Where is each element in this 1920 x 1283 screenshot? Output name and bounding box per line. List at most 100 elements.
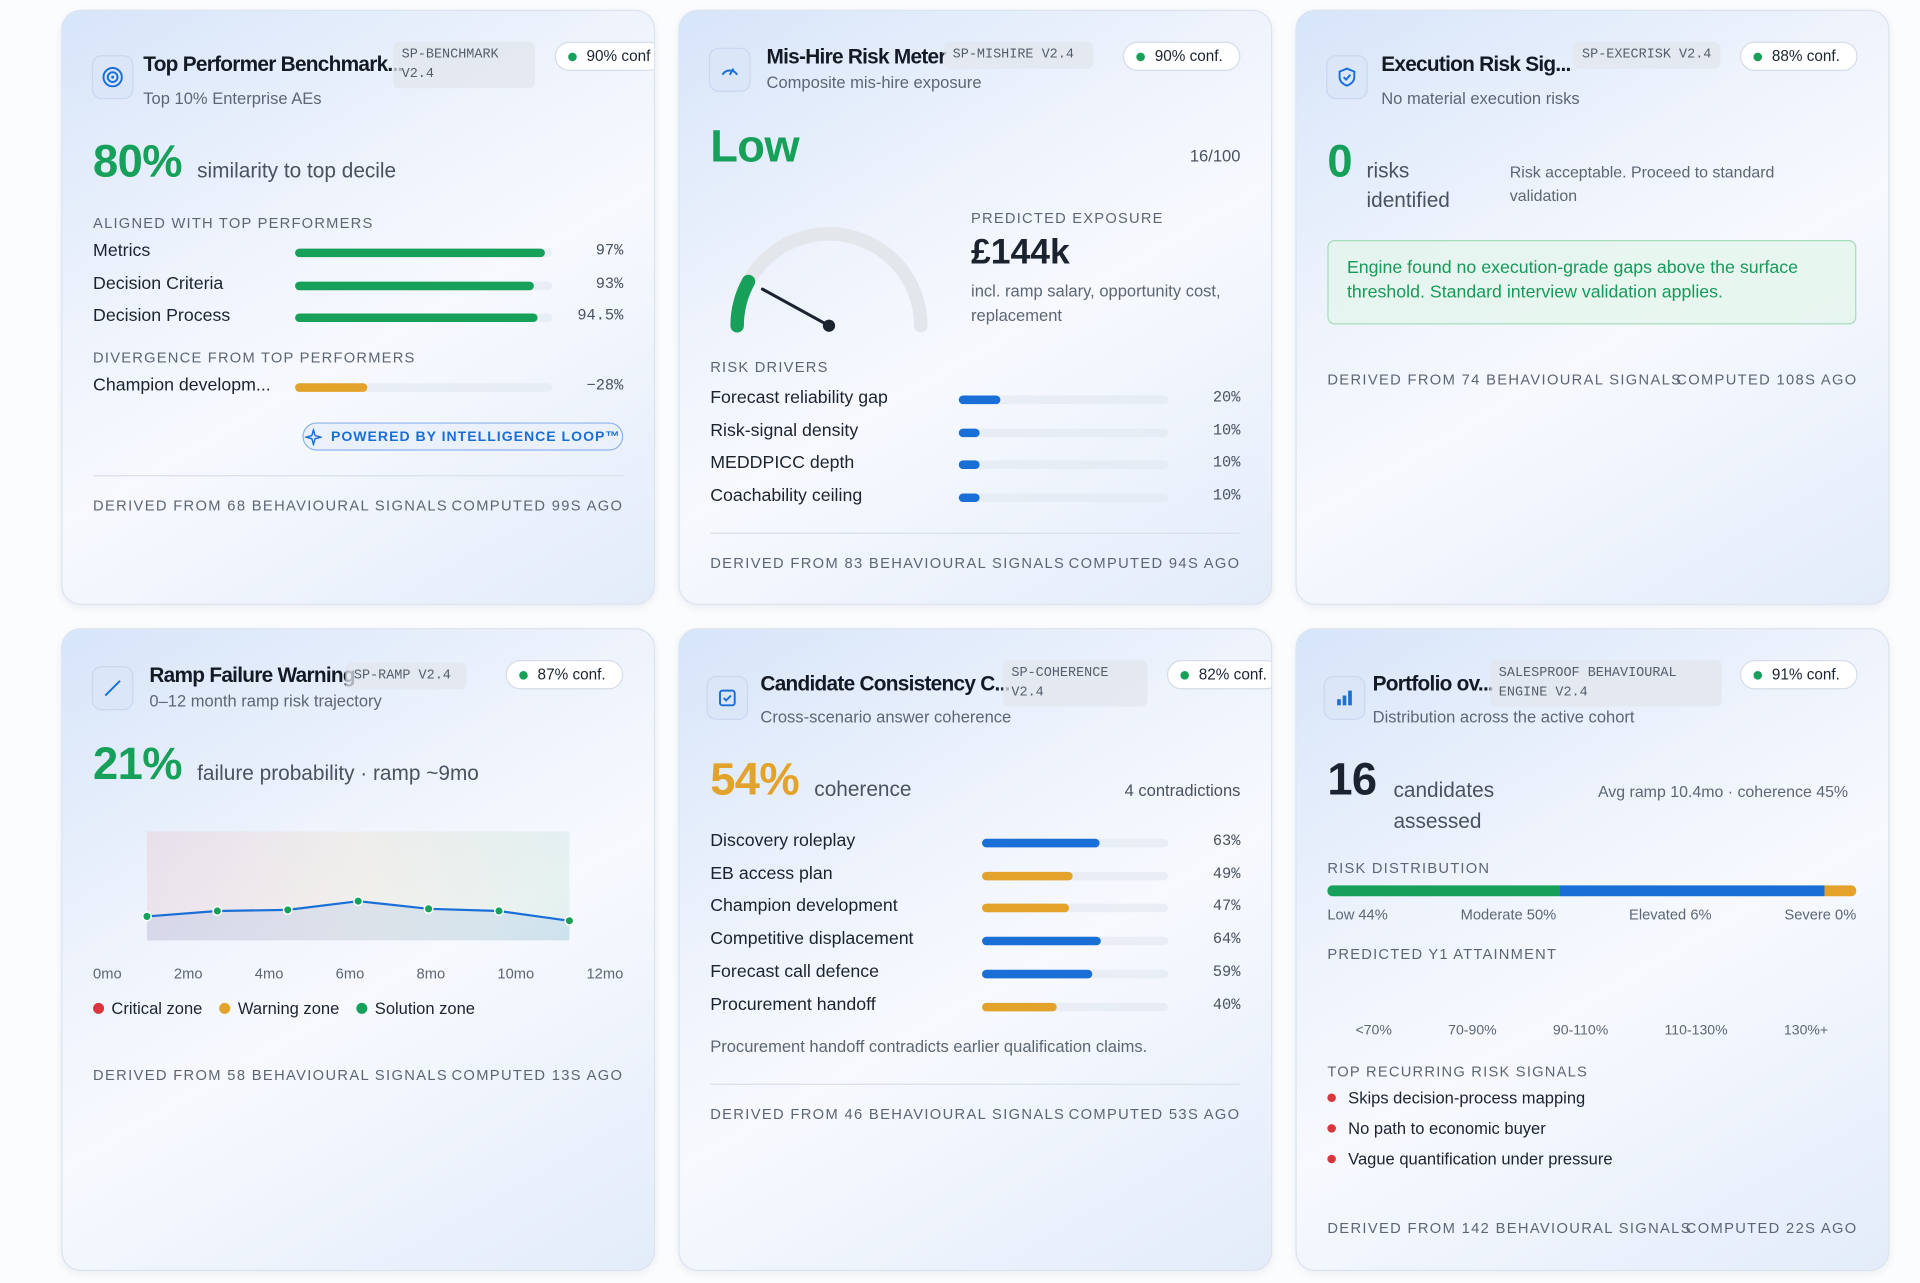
headline-value: 0 [1327,135,1352,187]
card-icon [706,675,749,721]
legend: Critical zone Warning zone Solution zone [93,999,475,1018]
attainment-label: 110-130% [1664,1023,1728,1039]
section-heading: RISK DISTRIBUTION [1327,859,1491,877]
footer-computed: COMPUTED 22S AGO [1685,1219,1858,1237]
bar [958,428,980,437]
bar [982,871,1074,881]
signal-item: No path to economic buyer [1327,1113,1612,1144]
signal-text: No path to economic buyer [1348,1119,1546,1138]
row-label: Champion developm... [93,375,271,396]
row-label: Discovery roleplay [710,831,856,852]
portfolio-card: Portfolio ov... SALESPROOF BEHAVIOURAL E… [1295,628,1890,1272]
line-chart [141,831,575,941]
bar-track [982,904,1169,913]
headline-value: 54% [710,754,800,805]
point [282,904,293,915]
bar [982,838,1100,848]
card-icon [1323,675,1366,721]
value-label: 94.5% [577,307,624,325]
signal-item: Vague quantification under pressure [1327,1144,1613,1175]
legend-label: Solution zone [374,999,475,1018]
headline-text: similarity to top decile [197,159,397,183]
value-label: 10% [1212,454,1241,472]
engine-code: SALESPROOF BEHAVIOURAL ENGINE V2.4 [1490,660,1722,707]
signal-text: Skips decision-process mapping [1348,1088,1586,1107]
gauge-needle [760,287,831,328]
gauge [730,227,928,333]
distribution-segment [1824,885,1857,897]
confidence-pill: 90% conf. [1122,41,1241,72]
bar [982,1002,1057,1011]
badge-text: POWERED BY INTELLIGENCE LOOP™ [330,429,621,444]
value-label: 59% [1212,963,1241,981]
bar [295,248,545,258]
risk-score: 16/100 [1189,146,1241,166]
headline-text: failure probability · ramp ~9mo [197,761,479,785]
signal-bullet [1327,1124,1336,1133]
section-heading: TOP RECURRING RISK SIGNALS [1327,1062,1589,1081]
bar-track [982,936,1169,946]
footer-signals: DERIVED FROM 58 BEHAVIOURAL SIGNALS [93,1066,449,1084]
row-label: MEDDPICC depth [710,453,855,474]
section-heading: DIVERGENCE FROM TOP PERFORMERS [93,348,416,367]
footer-signals: DERIVED FROM 142 BEHAVIOURAL SIGNALS [1327,1219,1692,1237]
verdict: Risk acceptable. Proceed to standard val… [1509,162,1775,205]
signal-bullet [1327,1154,1336,1164]
bar [295,383,368,392]
value-label: 64% [1212,930,1241,948]
zone-band [146,831,570,941]
row-label: Decision Process [93,306,231,326]
legend-swatch [93,1002,105,1014]
exposure-note: incl. ramp salary, opportunity cost, rep… [971,281,1221,325]
headline-value: 80% [93,135,182,187]
distribution-bar [1327,885,1857,897]
footer-signals: DERIVED FROM 74 BEHAVIOURAL SIGNALS [1327,371,1683,389]
legend-item: Critical zone [93,999,202,1018]
card-title: Execution Risk Sig... [1381,52,1571,76]
section-heading: PREDICTED Y1 ATTAINMENT [1327,945,1558,963]
bar-track [982,871,1169,881]
bar-track [295,313,553,323]
card-subtitle: Cross-scenario answer coherence [760,707,1012,727]
row-label: Forecast call defence [710,962,879,982]
card-title: Ramp Failure Warning [149,663,355,687]
card-icon [708,47,751,92]
distribution-label: Low 44% [1327,906,1388,924]
attainment-label: 130%+ [1783,1023,1829,1039]
bar-track [958,460,1169,470]
consistency-card: Candidate Consistency C... SP-COHERENCE … [678,628,1273,1272]
legend-swatch [356,1002,368,1014]
confidence-pill: 91% conf. [1740,660,1858,690]
legend-item: Solution zone [356,999,475,1018]
headline-value: 16 [1327,754,1377,805]
summary: Avg ramp 10.4mo · coherence 45% [1597,782,1849,801]
card-title: Portfolio ov... [1372,672,1494,696]
confidence-pill: 90% conf [554,41,654,72]
attainment-label: 70-90% [1448,1023,1497,1039]
bar-track [295,383,553,392]
row-label: Decision Criteria [93,273,224,294]
value-label: 49% [1212,865,1241,883]
value-label: 97% [595,242,624,260]
row-label: Procurement handoff [710,994,876,1015]
gauge-hub [822,319,836,332]
headline-text: candidates assessed [1393,778,1495,833]
confidence-pill: 82% conf. [1166,660,1272,690]
row-label: EB access plan [710,864,833,884]
row-label: Forecast reliability gap [710,388,888,408]
distribution-label: Severe 0% [1784,906,1857,924]
gauge-track [730,227,928,333]
distribution-segment [1560,885,1825,897]
headline-text: coherence [814,777,912,801]
bar [982,969,1092,979]
footer-computed: COMPUTED 94S AGO [1068,554,1241,572]
notice: Engine found no execution-grade gaps abo… [1327,240,1857,325]
bar-track [295,248,553,258]
mishire-card: Mis-Hire Risk Meter SP-MISHIRE V2.4 90% … [678,9,1273,605]
card-icon [1326,55,1368,100]
contradictions: 4 contradictions [1124,781,1241,800]
bar-track [982,969,1169,979]
signal-bullet [1327,1093,1336,1103]
